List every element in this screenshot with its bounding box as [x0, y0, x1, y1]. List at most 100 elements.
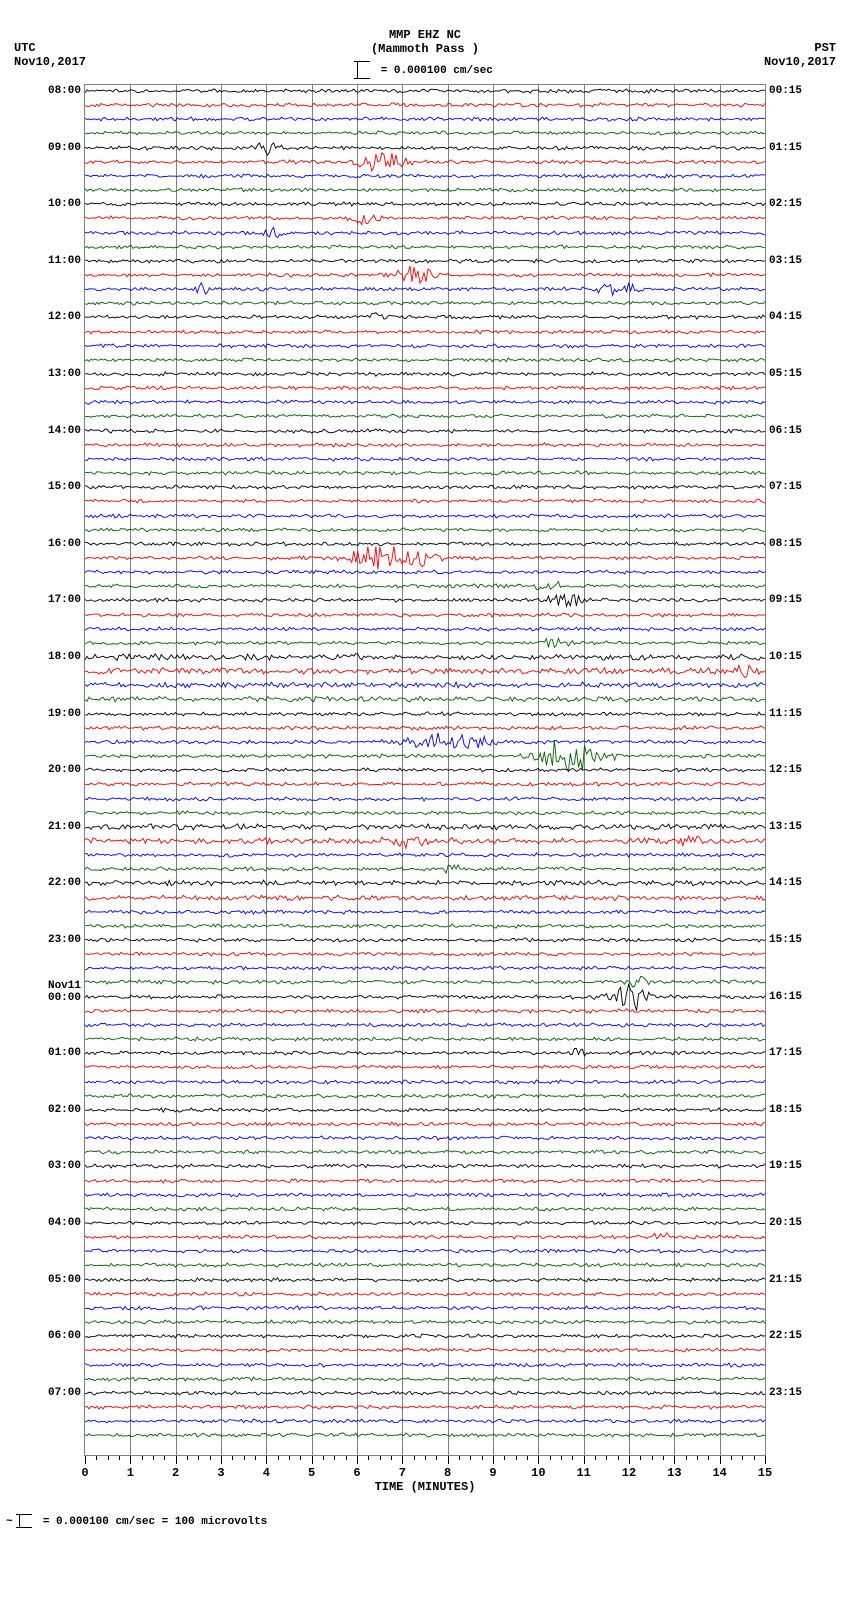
seismogram-plot: 08:0009:0010:0011:0012:0013:0014:0015:00…: [84, 84, 766, 1456]
x-tick-label: 3: [217, 1466, 224, 1480]
pst-time-label: 00:15: [765, 85, 802, 97]
pst-date: Nov10,2017: [764, 56, 836, 70]
pst-block: PST Nov10,2017: [764, 42, 836, 70]
x-tick-minor: [289, 1456, 290, 1460]
x-tick-minor: [414, 1456, 415, 1460]
x-tick-minor: [686, 1456, 687, 1460]
x-tick-minor: [142, 1456, 143, 1460]
x-tick-minor: [164, 1456, 165, 1460]
x-tick-minor: [618, 1456, 619, 1460]
pst-time-label: 04:15: [765, 311, 802, 323]
utc-time-label: 21:00: [48, 821, 85, 833]
x-tick: [357, 1456, 358, 1464]
x-tick-minor: [482, 1456, 483, 1460]
utc-time-label: 11:00: [48, 255, 85, 267]
utc-time-label: 09:00: [48, 142, 85, 154]
x-tick-minor: [652, 1456, 653, 1460]
x-tick: [266, 1456, 267, 1464]
footer-wave-icon: ~: [6, 1516, 13, 1528]
scale-bar-icon: [19, 1514, 32, 1528]
header: UTC Nov10,2017 MMP EHZ NC (Mammoth Pass …: [0, 0, 850, 80]
x-tick-minor: [595, 1456, 596, 1460]
x-tick-minor: [663, 1456, 664, 1460]
x-tick-label: 12: [622, 1466, 636, 1480]
pst-time-label: 16:15: [765, 991, 802, 1003]
x-tick-minor: [425, 1456, 426, 1460]
utc-time-label: 13:00: [48, 368, 85, 380]
x-tick: [221, 1456, 222, 1464]
pst-time-label: 11:15: [765, 708, 802, 720]
x-tick-minor: [244, 1456, 245, 1460]
x-tick-label: 4: [263, 1466, 270, 1480]
x-tick-minor: [731, 1456, 732, 1460]
x-tick-minor: [300, 1456, 301, 1460]
x-tick: [493, 1456, 494, 1464]
utc-time-label: 08:00: [48, 85, 85, 97]
x-tick-label: 7: [399, 1466, 406, 1480]
utc-time-label: 22:00: [48, 877, 85, 889]
utc-time-label: 20:00: [48, 764, 85, 776]
x-tick-minor: [742, 1456, 743, 1460]
utc-time-label: 03:00: [48, 1160, 85, 1172]
x-tick-label: 14: [712, 1466, 726, 1480]
utc-time-label: 04:00: [48, 1217, 85, 1229]
utc-time-label: 10:00: [48, 198, 85, 210]
x-tick-minor: [606, 1456, 607, 1460]
x-tick-minor: [380, 1456, 381, 1460]
pst-time-label: 22:15: [765, 1330, 802, 1342]
x-tick-label: 1: [127, 1466, 134, 1480]
x-tick-minor: [516, 1456, 517, 1460]
x-tick: [674, 1456, 675, 1464]
x-tick: [538, 1456, 539, 1464]
x-tick-label: 5: [308, 1466, 315, 1480]
x-tick-minor: [572, 1456, 573, 1460]
x-tick-minor: [210, 1456, 211, 1460]
x-tick-minor: [232, 1456, 233, 1460]
pst-time-label: 03:15: [765, 255, 802, 267]
utc-time-label: 16:00: [48, 538, 85, 550]
utc-time-label: 19:00: [48, 708, 85, 720]
utc-time-label: 17:00: [48, 594, 85, 606]
x-tick: [448, 1456, 449, 1464]
pst-time-label: 12:15: [765, 764, 802, 776]
utc-time-label: 18:00: [48, 651, 85, 663]
x-tick: [629, 1456, 630, 1464]
x-axis: TIME (MINUTES) 0123456789101112131415: [85, 1456, 765, 1496]
x-tick: [765, 1456, 766, 1464]
x-tick: [720, 1456, 721, 1464]
utc-time-label: 15:00: [48, 481, 85, 493]
x-tick-minor: [198, 1456, 199, 1460]
pst-time-label: 17:15: [765, 1047, 802, 1059]
pst-time-label: 05:15: [765, 368, 802, 380]
utc-time-label: 06:00: [48, 1330, 85, 1342]
x-tick-minor: [278, 1456, 279, 1460]
x-tick-minor: [527, 1456, 528, 1460]
pst-time-label: 06:15: [765, 425, 802, 437]
x-tick-minor: [504, 1456, 505, 1460]
pst-time-label: 13:15: [765, 821, 802, 833]
x-tick-minor: [368, 1456, 369, 1460]
x-axis-title: TIME (MINUTES): [85, 1456, 765, 1494]
x-tick-minor: [119, 1456, 120, 1460]
footer-text: = 0.000100 cm/sec = 100 microvolts: [43, 1516, 267, 1528]
pst-label: PST: [764, 42, 836, 56]
x-tick-minor: [153, 1456, 154, 1460]
x-tick-label: 15: [758, 1466, 772, 1480]
station-id: MMP EHZ NC: [0, 28, 850, 42]
x-tick-label: 10: [531, 1466, 545, 1480]
utc-time-label: 12:00: [48, 311, 85, 323]
pst-time-label: 08:15: [765, 538, 802, 550]
x-tick-minor: [334, 1456, 335, 1460]
pst-time-label: 19:15: [765, 1160, 802, 1172]
x-tick-minor: [697, 1456, 698, 1460]
x-tick-minor: [640, 1456, 641, 1460]
x-tick-minor: [436, 1456, 437, 1460]
x-tick-minor: [550, 1456, 551, 1460]
x-tick-label: 6: [353, 1466, 360, 1480]
station-name: (Mammoth Pass ): [0, 42, 850, 56]
x-tick: [130, 1456, 131, 1464]
pst-time-label: 02:15: [765, 198, 802, 210]
pst-time-label: 20:15: [765, 1217, 802, 1229]
x-tick-minor: [754, 1456, 755, 1460]
x-tick-minor: [391, 1456, 392, 1460]
